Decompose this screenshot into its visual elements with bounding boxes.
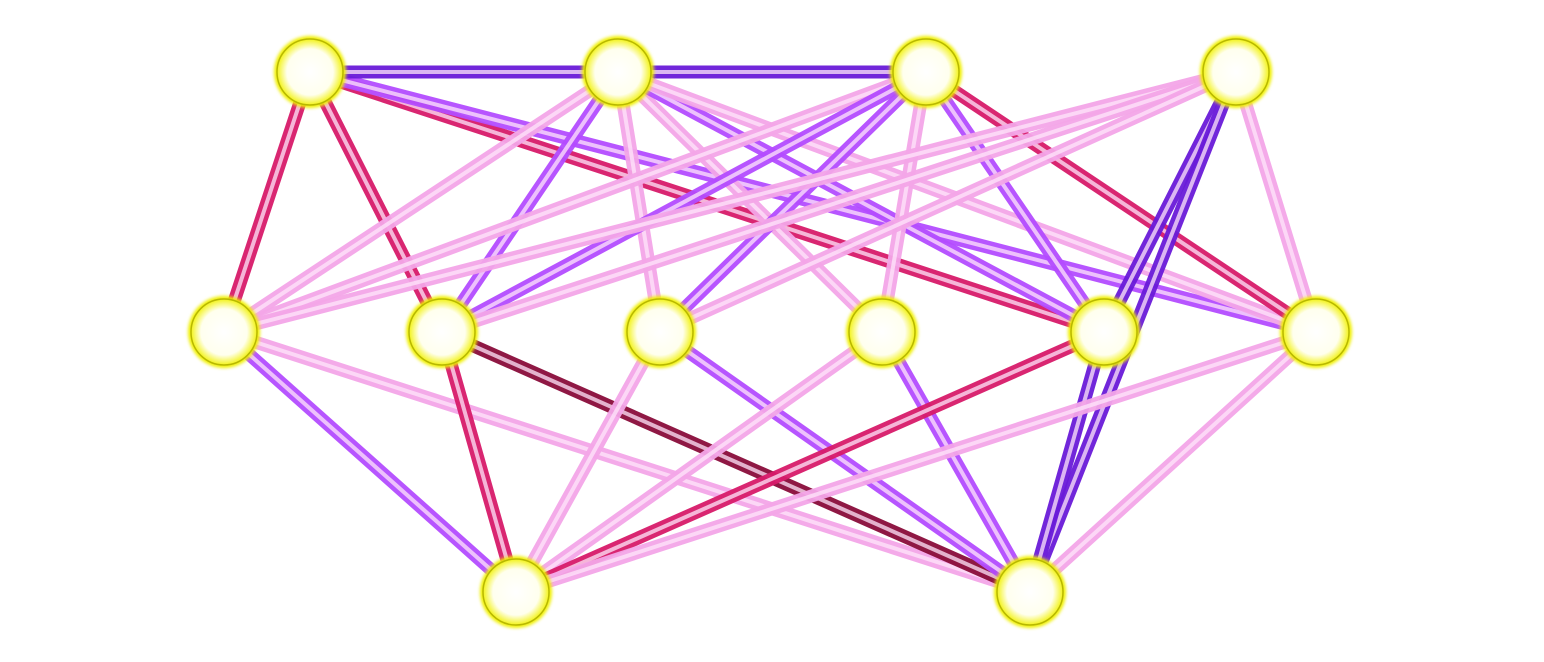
node-b1 [480,556,552,628]
edges-layer [217,65,1323,599]
node-t2 [582,36,654,108]
edge-t3-m1 [217,65,933,339]
edge-m4-b1 [509,325,889,599]
edge-m5-b1 [509,325,1111,599]
edge-t2-m2 [435,65,625,339]
edge-m2-b2 [435,325,1037,599]
edge-m6-b2 [1023,325,1323,599]
edge-t3-m2 [435,65,933,339]
node-t1 [274,36,346,108]
edge-t4-m6 [1229,65,1323,339]
node-m5 [1068,296,1140,368]
nodes-layer [188,36,1352,628]
edge-t3-m5 [919,65,1111,339]
edge-t1-m2 [303,65,449,339]
edge-m2-b1 [435,325,523,599]
edge-t2-m3 [611,65,667,339]
node-t3 [890,36,962,108]
node-m4 [846,296,918,368]
edge-m3-b1 [509,325,667,599]
edge-t2-m5 [611,65,1111,339]
node-b2 [994,556,1066,628]
node-m6 [1280,296,1352,368]
edge-m1-b1 [217,325,523,599]
edge-t4-m1 [217,65,1243,339]
node-m2 [406,296,478,368]
edge-m4-b2 [875,325,1037,599]
edge-m6-b1 [509,325,1323,599]
edge-m5-b2 [1023,325,1111,599]
edge-t3-m3 [653,65,933,339]
edge-t3-m6 [919,65,1323,339]
edge-m1-b2 [217,325,1037,599]
node-m3 [624,296,696,368]
edge-m3-b2 [653,325,1037,599]
node-t4 [1200,36,1272,108]
edge-t2-m6 [611,65,1323,339]
node-m1 [188,296,260,368]
edge-t3-m4 [875,65,933,339]
edge-t1-m1 [217,65,317,339]
edge-t4-m3 [653,65,1243,339]
edge-t2-m1 [217,65,625,339]
edge-t4-m2 [435,65,1243,339]
